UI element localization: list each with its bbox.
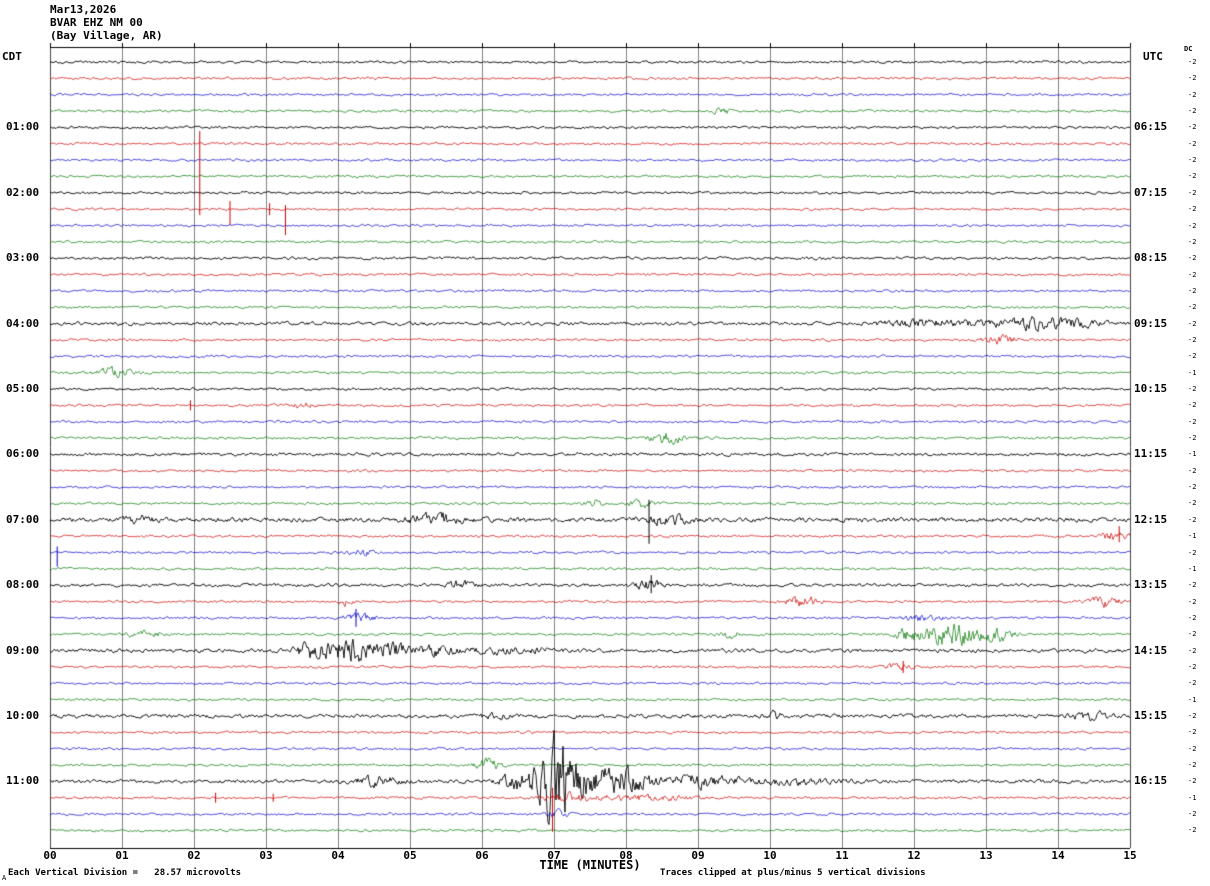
seismogram-canvas <box>0 0 1210 886</box>
